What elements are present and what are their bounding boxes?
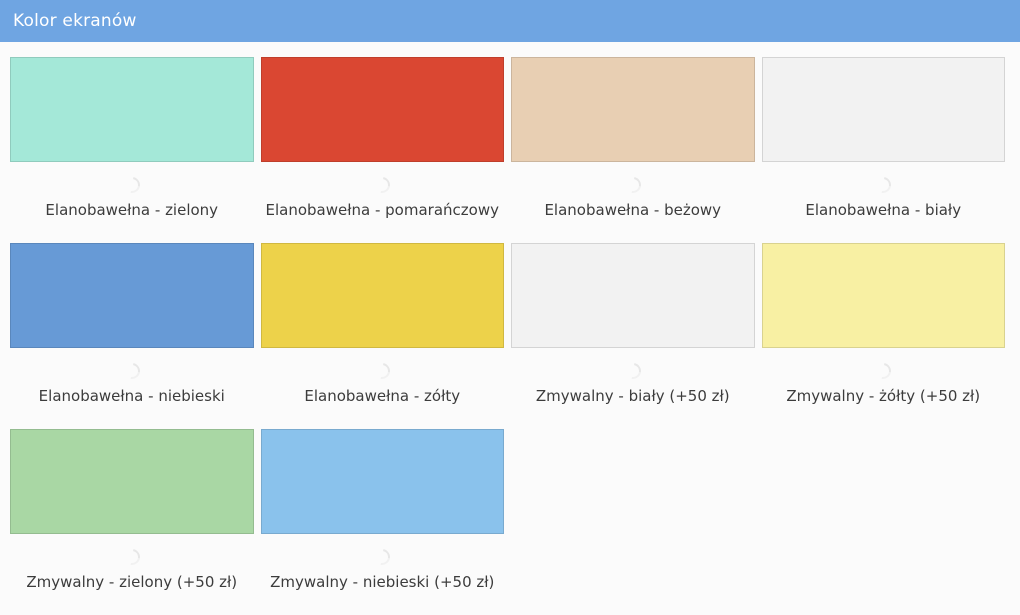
color-option-label: Zmywalny - żółty (+50 zł) — [786, 387, 981, 405]
radio-ghost-icon — [371, 545, 394, 569]
color-option[interactable]: Elanobawełna - zółty — [260, 243, 504, 429]
color-option-label: Elanobawełna - zielony — [45, 201, 219, 219]
color-swatch-grid: Elanobawełna - zielony Elanobawełna - po… — [10, 57, 1005, 615]
color-swatch[interactable] — [260, 429, 504, 534]
radio-ghost-icon — [371, 173, 394, 197]
color-swatch[interactable] — [10, 243, 254, 348]
color-swatch[interactable] — [10, 57, 254, 162]
color-option-label: Zmywalny - niebieski (+50 zł) — [270, 573, 495, 591]
color-option[interactable]: Elanobawełna - zielony — [10, 57, 254, 243]
color-option[interactable]: Elanobawełna - beżowy — [511, 57, 755, 243]
section-title: Kolor ekranów — [13, 11, 137, 31]
color-option-label: Elanobawełna - biały — [805, 201, 962, 219]
color-option-label: Zmywalny - biały (+50 zł) — [535, 387, 730, 405]
color-option-label: Elanobawełna - pomarańczowy — [265, 201, 499, 219]
color-option-label: Elanobawełna - zółty — [304, 387, 461, 405]
color-option-label: Elanobawełna - niebieski — [38, 387, 225, 405]
radio-ghost-icon — [621, 173, 644, 197]
color-option-label: Elanobawełna - beżowy — [544, 201, 722, 219]
color-swatch[interactable] — [761, 57, 1005, 162]
color-option[interactable]: Zmywalny - zielony (+50 zł) — [10, 429, 254, 615]
color-swatch[interactable] — [511, 243, 755, 348]
radio-ghost-icon — [120, 545, 143, 569]
color-option-label: Zmywalny - zielony (+50 zł) — [26, 573, 238, 591]
color-option[interactable]: Elanobawełna - biały — [761, 57, 1005, 243]
radio-ghost-icon — [120, 359, 143, 383]
color-swatch[interactable] — [260, 243, 504, 348]
section-header: Kolor ekranów — [0, 0, 1020, 42]
color-swatch[interactable] — [260, 57, 504, 162]
color-swatch[interactable] — [511, 57, 755, 162]
radio-ghost-icon — [120, 173, 143, 197]
radio-ghost-icon — [371, 359, 394, 383]
radio-ghost-icon — [872, 173, 895, 197]
color-swatch[interactable] — [10, 429, 254, 534]
radio-ghost-icon — [872, 359, 895, 383]
color-swatch[interactable] — [761, 243, 1005, 348]
color-option[interactable]: Elanobawełna - niebieski — [10, 243, 254, 429]
color-option[interactable]: Zmywalny - biały (+50 zł) — [511, 243, 755, 429]
color-option[interactable]: Elanobawełna - pomarańczowy — [260, 57, 504, 243]
radio-ghost-icon — [621, 359, 644, 383]
color-option[interactable]: Zmywalny - niebieski (+50 zł) — [260, 429, 504, 615]
color-option[interactable]: Zmywalny - żółty (+50 zł) — [761, 243, 1005, 429]
